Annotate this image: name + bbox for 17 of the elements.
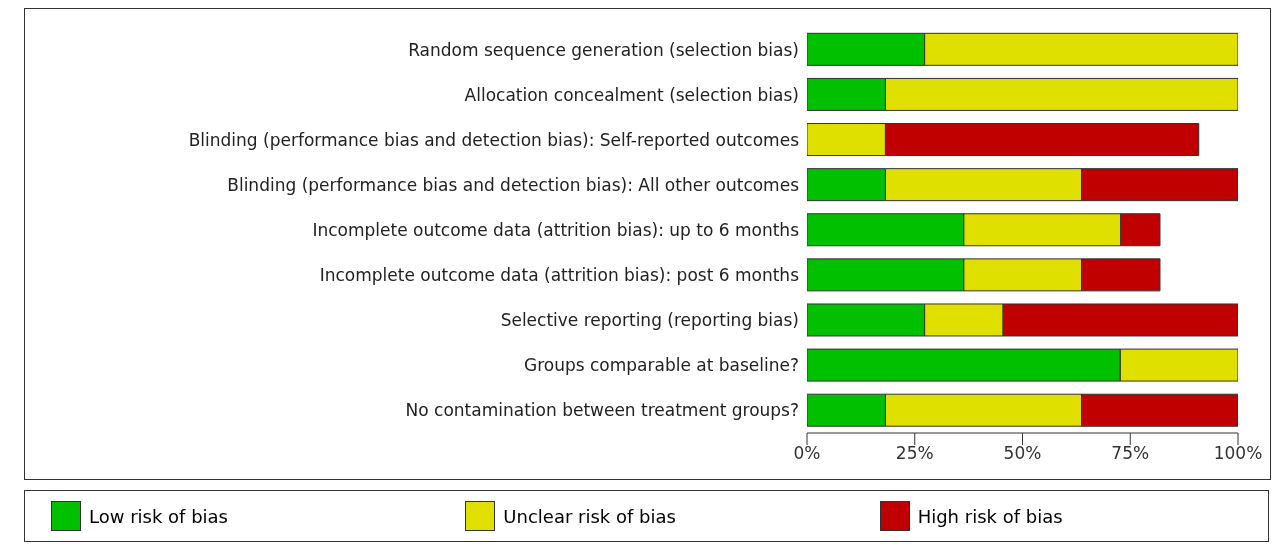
y-tick-label: No contamination between treatment groups? xyxy=(405,400,799,421)
y-tick-label: Allocation concealment (selection bias) xyxy=(464,84,799,105)
y-tick-label: Incomplete outcome data (attrition bias): post 6 months xyxy=(319,265,800,286)
y-tick-label: Random sequence generation (selection bias) xyxy=(408,39,799,60)
y-tick-label: Blinding (performance bias and detection bias): Self-reported outcomes xyxy=(188,129,800,150)
y-tick-label: Selective reporting (reporting bias) xyxy=(500,310,799,331)
x-tick-label: 75% xyxy=(1111,443,1150,464)
y-tick-label: Blinding (performance bias and detection bias): All other outcomes xyxy=(227,174,800,195)
y-tick-label: Incomplete outcome data (attrition bias): up to 6 months xyxy=(312,220,800,241)
x-tick-label: 25% xyxy=(895,443,934,464)
legend-label: High risk of bias xyxy=(917,505,1063,527)
legend-label: Unclear risk of bias xyxy=(503,505,676,527)
x-tick-label: 0% xyxy=(793,443,821,464)
x-tick-label: 50% xyxy=(1003,443,1042,464)
y-tick-label: Groups comparable at baseline? xyxy=(523,355,799,376)
x-tick-label: 100% xyxy=(1213,443,1263,464)
legend-label: Low risk of bias xyxy=(89,505,228,527)
